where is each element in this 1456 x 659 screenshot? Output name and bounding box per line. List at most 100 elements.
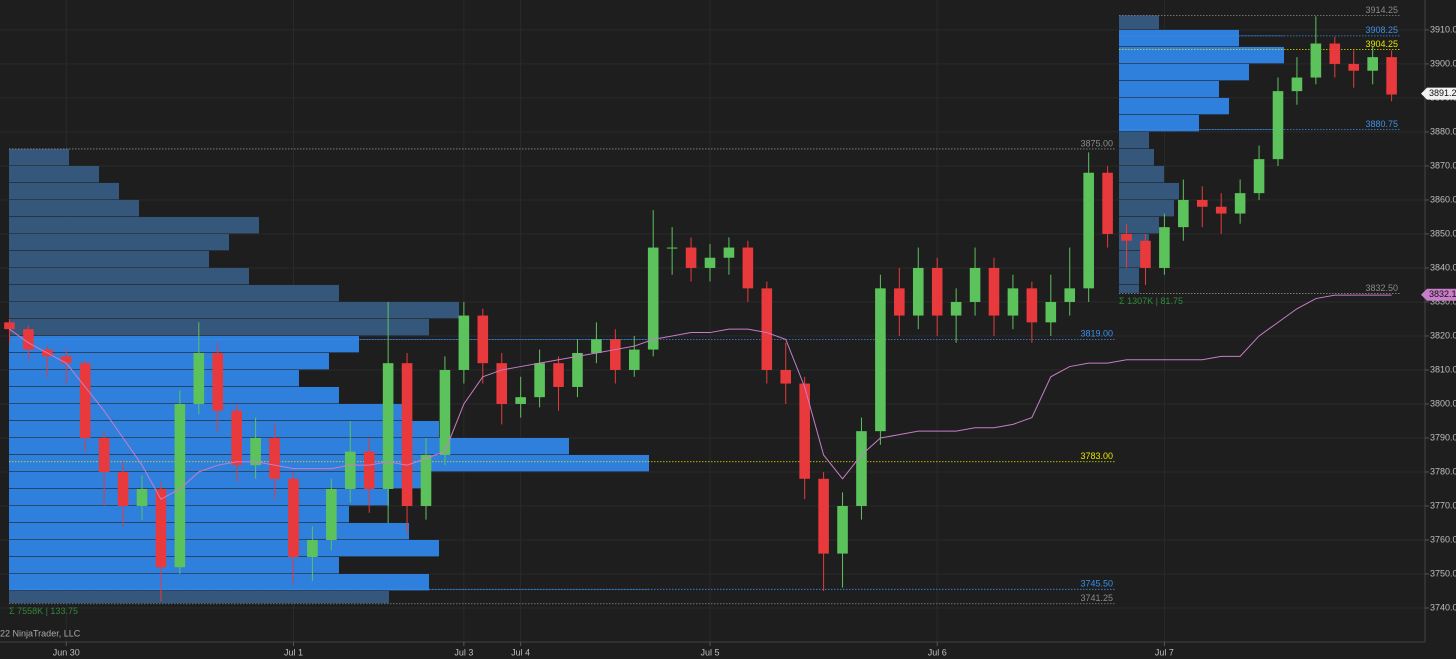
profile-bar: [1119, 267, 1139, 285]
candle-body: [288, 478, 299, 557]
profile-bar: [9, 182, 119, 200]
candle-body: [1102, 172, 1113, 234]
candle-body: [155, 488, 167, 568]
profile-bar: [9, 556, 339, 574]
candle-body: [23, 329, 34, 350]
candle-body: [799, 383, 810, 479]
candle-body: [60, 356, 72, 364]
candle-body: [1272, 91, 1284, 160]
candle-body: [496, 363, 508, 404]
y-tick-label: 3880.00: [1430, 126, 1456, 136]
candle-body: [931, 267, 943, 316]
candle-body: [439, 369, 451, 455]
y-tick-label: 3820.00: [1430, 330, 1456, 340]
candle-body: [477, 315, 489, 364]
candle-body: [1007, 288, 1019, 316]
profile-bar: [9, 437, 569, 455]
y-tick-label: 3830.00: [1430, 296, 1456, 306]
y-tick-label: 3900.00: [1430, 58, 1456, 68]
profile-bar: [9, 216, 259, 234]
x-tick-label: Jul 7: [1155, 647, 1174, 657]
y-tick-label: 3840.00: [1430, 262, 1456, 272]
x-tick-label: Jul 4: [511, 647, 530, 657]
candle-body: [610, 339, 621, 370]
last-price-tag: [1421, 87, 1456, 100]
y-tick-label: 3800.00: [1430, 398, 1456, 408]
profile-summary: Σ 7558K | 133.75: [9, 606, 78, 616]
candle-body: [875, 288, 886, 432]
candle-body: [1329, 43, 1341, 64]
price-series: [4, 16, 1397, 602]
candle-body: [307, 539, 318, 557]
level-label: 3783.00: [1080, 451, 1113, 461]
candle-body: [856, 431, 867, 506]
candle-body: [344, 451, 356, 489]
y-tick-label: 3850.00: [1430, 228, 1456, 238]
profile-bar: [1119, 114, 1199, 132]
candle-body: [79, 363, 91, 438]
profile-bar: [1119, 148, 1154, 166]
candle-body: [174, 403, 186, 568]
candle-body: [269, 437, 280, 479]
candle-body: [231, 410, 242, 466]
profile-levels: 3875.00 3819.00 3783.00 3745.50 3741.25 Σ 755…: [9, 5, 1400, 616]
profile-bar: [9, 403, 409, 421]
candle-body: [1215, 206, 1227, 214]
level-label: 3832.50: [1365, 283, 1398, 293]
candle-body: [1083, 172, 1094, 289]
candle-body: [780, 369, 792, 384]
level-label: 3904.25: [1365, 39, 1398, 49]
candle-body: [988, 267, 1000, 316]
profile-bar: [9, 301, 459, 319]
candle-body: [572, 352, 583, 387]
y-tick-label: 3860.00: [1430, 194, 1456, 204]
x-tick-label: Jul 1: [284, 647, 303, 657]
candle-body: [4, 322, 15, 330]
profile-bar: [1119, 216, 1159, 234]
candle-body: [1348, 63, 1360, 71]
candle-body: [647, 247, 659, 350]
y-tick-label: 3910.00: [1430, 24, 1456, 34]
profile-bar: [9, 267, 249, 285]
y-tick-label: 3740.00: [1430, 602, 1456, 612]
level-label: 3745.50: [1080, 579, 1113, 589]
candle-body: [515, 397, 526, 404]
y-tick-label: 3760.00: [1430, 534, 1456, 544]
x-tick-label: Jul 5: [700, 647, 719, 657]
level-label: 3914.25: [1365, 5, 1398, 15]
candle-body: [136, 488, 148, 506]
candle-body: [894, 288, 905, 316]
candle-body: [1196, 199, 1208, 207]
profile-bar: [9, 386, 339, 404]
y-tick-label: 3780.00: [1430, 466, 1456, 476]
candle-body: [837, 505, 848, 554]
profile-bar: [1119, 80, 1219, 98]
y-tick-label: 3790.00: [1430, 432, 1456, 442]
y-tick-label: 3770.00: [1430, 500, 1456, 510]
profile-bar: [9, 539, 439, 557]
candle-body: [1253, 159, 1265, 194]
candle-body: [950, 301, 962, 316]
candle-body: [818, 478, 829, 554]
candle-body: [193, 352, 205, 404]
profile-bar: [9, 590, 389, 604]
profile-bar: [9, 352, 329, 370]
profile-bar: [9, 454, 649, 472]
profile-bar: [1119, 250, 1144, 268]
profile-bar: [9, 573, 429, 591]
y-tick-label: 3750.00: [1430, 568, 1456, 578]
level-label: 3908.25: [1365, 25, 1398, 35]
profile-bar: [1119, 165, 1164, 183]
level-label: 3875.00: [1080, 138, 1113, 148]
candle-body: [420, 454, 432, 506]
candle-body: [685, 247, 697, 268]
profile-bar: [1119, 97, 1229, 115]
candle-body: [326, 488, 337, 540]
candle-body: [723, 247, 735, 258]
candle-body: [912, 267, 924, 316]
profile-bar: [9, 471, 429, 489]
candle-body: [98, 437, 110, 472]
candle-body: [117, 471, 129, 506]
candle-body: [1234, 193, 1246, 214]
